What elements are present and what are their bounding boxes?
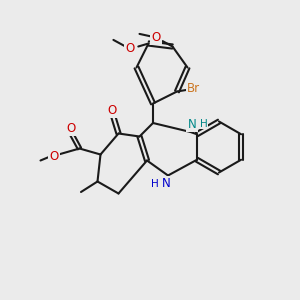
Text: Br: Br [187,82,200,95]
Text: H: H [200,118,207,129]
Text: O: O [152,31,160,44]
Text: O: O [66,122,75,135]
Text: N: N [162,177,171,190]
Text: O: O [108,104,117,117]
Text: O: O [50,149,58,163]
Text: H: H [151,179,158,189]
Text: O: O [125,42,134,56]
Text: N: N [188,118,196,131]
